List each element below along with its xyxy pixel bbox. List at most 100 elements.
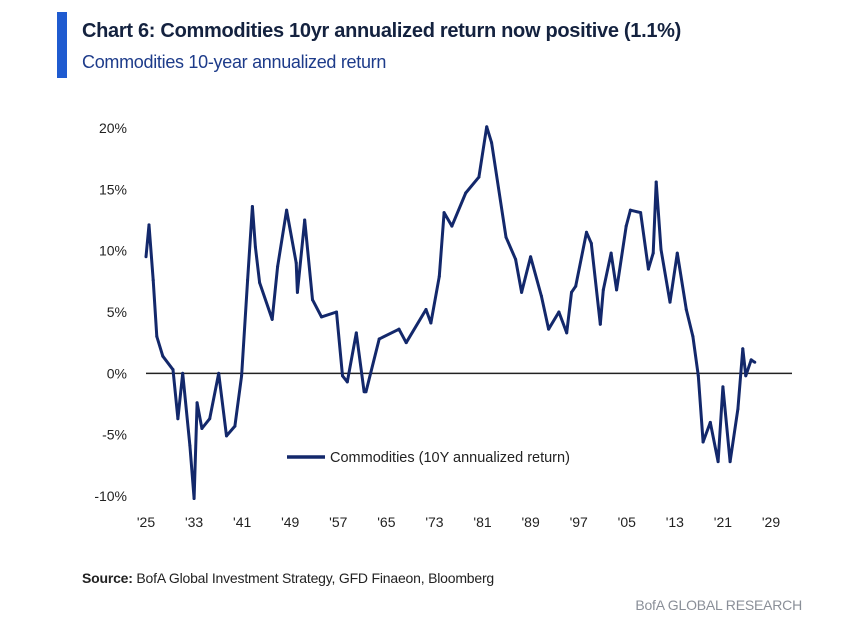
data-point (171, 368, 175, 372)
y-axis: 20% 15% 10% 5% 0% -5% -10% (94, 120, 127, 504)
data-point (651, 251, 655, 255)
data-point (303, 218, 307, 222)
data-point (377, 337, 381, 341)
data-point (341, 374, 345, 378)
data-point (609, 251, 613, 255)
data-point (208, 417, 212, 421)
data-point (188, 444, 192, 448)
data-point (646, 267, 650, 271)
data-point (450, 224, 454, 228)
data-point (354, 331, 358, 335)
data-point (335, 310, 339, 314)
y-tick-label: 5% (107, 304, 127, 320)
data-point (161, 354, 165, 358)
y-tick-label: -10% (94, 488, 127, 504)
data-point (520, 290, 524, 294)
data-point (200, 427, 204, 431)
x-tick-label: '13 (666, 514, 684, 530)
data-point (233, 424, 237, 428)
data-point (246, 278, 250, 282)
data-point (504, 235, 508, 239)
data-point (477, 175, 481, 179)
data-point (721, 385, 725, 389)
data-point (624, 224, 628, 228)
data-point (539, 294, 543, 298)
data-point (741, 347, 745, 351)
data-point (668, 300, 672, 304)
legend-label: Commodities (10Y annualized return) (330, 450, 570, 466)
data-point (589, 241, 593, 245)
brand-footer: BofA GLOBAL RESEARCH (635, 597, 802, 613)
data-point (557, 310, 561, 314)
x-axis: '25 '33 '41 '49 '57 '65 '73 '81 '89 '97 '05 '13 '21 '… (137, 514, 780, 530)
chart-title: Chart 6: Commodities 10yr annualized ret… (82, 20, 682, 42)
x-tick-label: '89 (521, 514, 539, 530)
x-tick-label: '29 (762, 514, 780, 530)
y-tick-label: 15% (99, 181, 127, 197)
data-point (691, 335, 695, 339)
data-point (151, 278, 155, 282)
data-point (310, 298, 314, 302)
x-tick-label: '65 (377, 514, 395, 530)
data-point (240, 374, 244, 378)
title-accent-bar (57, 12, 67, 78)
x-tick-label: '57 (329, 514, 347, 530)
data-point (708, 420, 712, 424)
x-tick-label: '81 (473, 514, 491, 530)
data-point (144, 255, 148, 259)
data-point (728, 460, 732, 464)
data-point (397, 327, 401, 331)
data-point (285, 208, 289, 212)
x-tick-label: '97 (570, 514, 588, 530)
source-label: Source: (82, 570, 133, 586)
data-point (598, 322, 602, 326)
data-point (429, 321, 433, 325)
data-point (424, 308, 428, 312)
data-point (442, 211, 446, 215)
data-point (485, 125, 489, 129)
y-tick-label: 0% (107, 365, 127, 381)
x-tick-label: '25 (137, 514, 155, 530)
data-point (258, 281, 262, 285)
chart-subtitle: Commodities 10-year annualized return (82, 52, 387, 72)
data-point (253, 245, 257, 249)
data-point (276, 265, 280, 269)
data-point (565, 331, 569, 335)
series-group (144, 125, 757, 500)
data-point (250, 205, 254, 209)
data-point (270, 317, 274, 321)
x-tick-label: '73 (425, 514, 443, 530)
data-point (345, 380, 349, 384)
data-point (547, 327, 551, 331)
y-tick-label: 20% (99, 120, 127, 136)
y-tick-label: 10% (99, 243, 127, 259)
data-point (736, 407, 740, 411)
x-tick-label: '33 (185, 514, 203, 530)
data-point (654, 180, 658, 184)
data-point (181, 371, 185, 375)
legend: Commodities (10Y annualized return) (287, 450, 570, 466)
x-tick-label: '49 (281, 514, 299, 530)
y-tick-label: -5% (102, 427, 127, 443)
x-tick-label: '05 (618, 514, 636, 530)
data-point (437, 274, 441, 278)
data-point (319, 315, 323, 319)
data-point (601, 288, 605, 292)
source-note: Source: BofA Global Investment Strategy,… (82, 570, 494, 586)
data-point (585, 230, 589, 234)
data-point (639, 211, 643, 215)
data-point (529, 255, 533, 259)
data-point (404, 341, 408, 345)
data-point (364, 390, 368, 394)
data-point (749, 358, 753, 362)
data-point (701, 440, 705, 444)
data-point (574, 284, 578, 288)
series-line-commodities (144, 125, 756, 500)
data-point (155, 335, 159, 339)
data-point (490, 141, 494, 145)
data-point (569, 290, 573, 294)
data-point (753, 360, 757, 364)
data-point (514, 257, 518, 261)
data-point (675, 251, 679, 255)
